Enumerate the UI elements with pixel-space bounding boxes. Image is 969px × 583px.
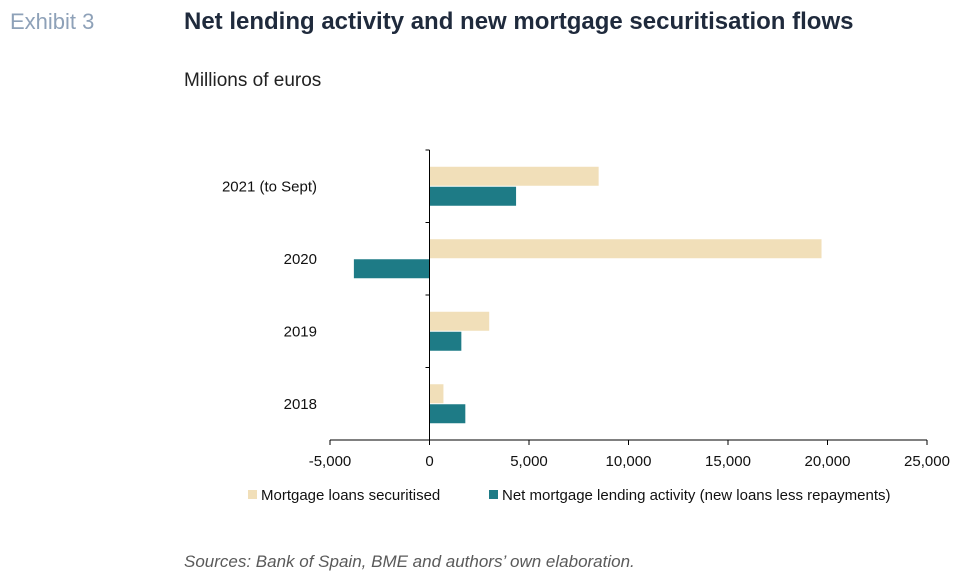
x-tick-label: 20,000: [805, 453, 851, 470]
bar-net-lending-0: [429, 186, 517, 206]
bar-net-lending-3: [429, 404, 466, 424]
legend-swatch-securitised: [248, 490, 257, 499]
category-label: 2018: [284, 396, 317, 413]
bar-securitised-2: [429, 311, 490, 331]
x-tick-label: 15,000: [705, 453, 751, 470]
chart-subtitle: Millions of euros: [184, 70, 322, 91]
bar-net-lending-2: [429, 331, 462, 351]
exhibit-label: Exhibit 3: [10, 9, 95, 34]
legend-label-net-lending: Net mortgage lending activity (new loans…: [502, 487, 891, 504]
category-label: 2020: [284, 251, 317, 268]
x-tick-label: 5,000: [510, 453, 548, 470]
bar-securitised-3: [429, 384, 444, 404]
x-tick-label: 0: [425, 453, 433, 470]
category-label: 2019: [284, 323, 317, 340]
x-tick-label: 25,000: [904, 453, 950, 470]
bar-securitised-1: [429, 239, 822, 259]
category-label: 2021 (to Sept): [222, 178, 317, 195]
bar-net-lending-1: [353, 259, 430, 279]
legend-swatch-net-lending: [489, 490, 498, 499]
x-tick-label: -5,000: [309, 453, 352, 470]
bar-securitised-0: [429, 166, 599, 186]
source-note: Sources: Bank of Spain, BME and authors’…: [184, 552, 635, 571]
x-tick-label: 10,000: [606, 453, 652, 470]
chart-title: Net lending activity and new mortgage se…: [184, 8, 854, 35]
legend-label-securitised: Mortgage loans securitised: [261, 487, 440, 504]
